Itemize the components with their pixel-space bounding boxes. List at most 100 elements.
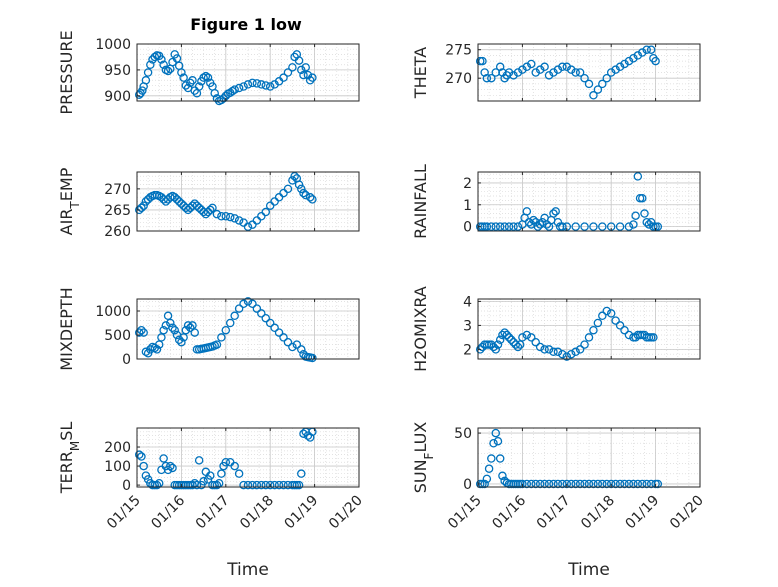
data-point [172,195,182,204]
data-point [270,323,279,333]
data-point [163,66,173,76]
data-point [299,429,308,438]
data-point [553,218,563,227]
data-point [139,201,148,210]
data-point [138,86,147,95]
series-markers [134,427,317,490]
data-point [270,480,279,490]
data-point [631,211,640,220]
data-point [170,325,179,335]
y-tick-label: 500 [104,328,131,344]
data-point [305,433,315,442]
axes-box [136,171,360,232]
data-point [540,62,549,72]
data-point [571,68,580,77]
y-tick-label: 950 [104,63,131,79]
data-point [239,218,248,227]
data-point [248,220,257,229]
data-point [221,458,231,467]
data-point [308,195,317,204]
data-point [482,474,492,484]
y-tick-label: 260 [104,224,131,240]
data-point [489,439,498,448]
data-point [199,477,208,486]
data-point [141,197,151,206]
data-point [274,193,284,202]
data-point [540,345,549,354]
data-point [646,218,656,227]
subplot-7: 0 100 200 01/15 01/16 01/17 01/18 01/19 01/20 Tim… [57,422,366,580]
x-tick-label: 01/20 [667,493,707,533]
data-point [206,205,215,215]
y-tick-label: 1000 [95,304,131,320]
data-point [529,215,538,225]
data-point [562,479,572,489]
data-point [495,335,505,345]
data-point [201,209,211,219]
data-point [535,479,545,489]
data-point [248,78,257,88]
data-point [642,45,651,54]
data-point [270,197,279,206]
data-point [230,214,239,223]
y-tick-label: 270 [445,71,472,87]
data-point [575,479,585,489]
y-tick-label: 1000 [95,37,131,53]
data-point [212,340,222,349]
data-point [495,454,505,463]
data-point [544,345,554,354]
x-tick-label: 01/17 [193,493,233,533]
y-tick-label: 0 [122,352,131,368]
data-point [186,323,195,333]
data-point [294,180,304,189]
y-axis-label: RAINFALL [411,164,430,239]
data-point [482,222,492,231]
data-point [228,86,237,96]
data-point [553,479,563,489]
series-markers [475,45,660,100]
data-point [484,464,494,473]
data-point [292,340,302,349]
data-point [181,81,191,90]
subplot-3: 260 265 270 AIRTEMP [57,167,360,240]
data-point [589,325,598,335]
data-point [168,323,177,333]
data-point [638,479,647,489]
data-point [522,330,532,340]
data-point [518,65,527,74]
data-point [589,222,598,231]
data-point [531,68,540,77]
data-point [638,48,647,57]
y-tick-label: 900 [104,89,131,105]
data-point [225,212,235,222]
data-point [279,333,288,342]
data-point [257,480,266,490]
data-point [489,342,498,352]
data-point [134,205,144,215]
y-tick-label: 0 [463,220,472,236]
data-point [141,347,151,357]
data-point [606,479,616,489]
data-point [203,207,213,217]
data-point [533,222,543,231]
data-point [553,347,563,357]
data-point [243,222,253,232]
data-point [544,479,554,489]
data-point [252,480,262,490]
subplot-5: 0 500 1000 MIXDEPTH [57,287,360,371]
data-point [638,193,647,203]
data-point [183,205,193,215]
axes-box [477,298,701,360]
data-point [580,479,589,489]
y-tick-label: 270 [104,182,131,198]
data-point [513,222,523,231]
data-point [651,56,660,66]
data-point [192,480,202,490]
data-point [177,337,186,347]
data-point [279,73,288,82]
data-point [509,71,518,80]
data-point [598,79,607,89]
data-point [283,184,293,194]
